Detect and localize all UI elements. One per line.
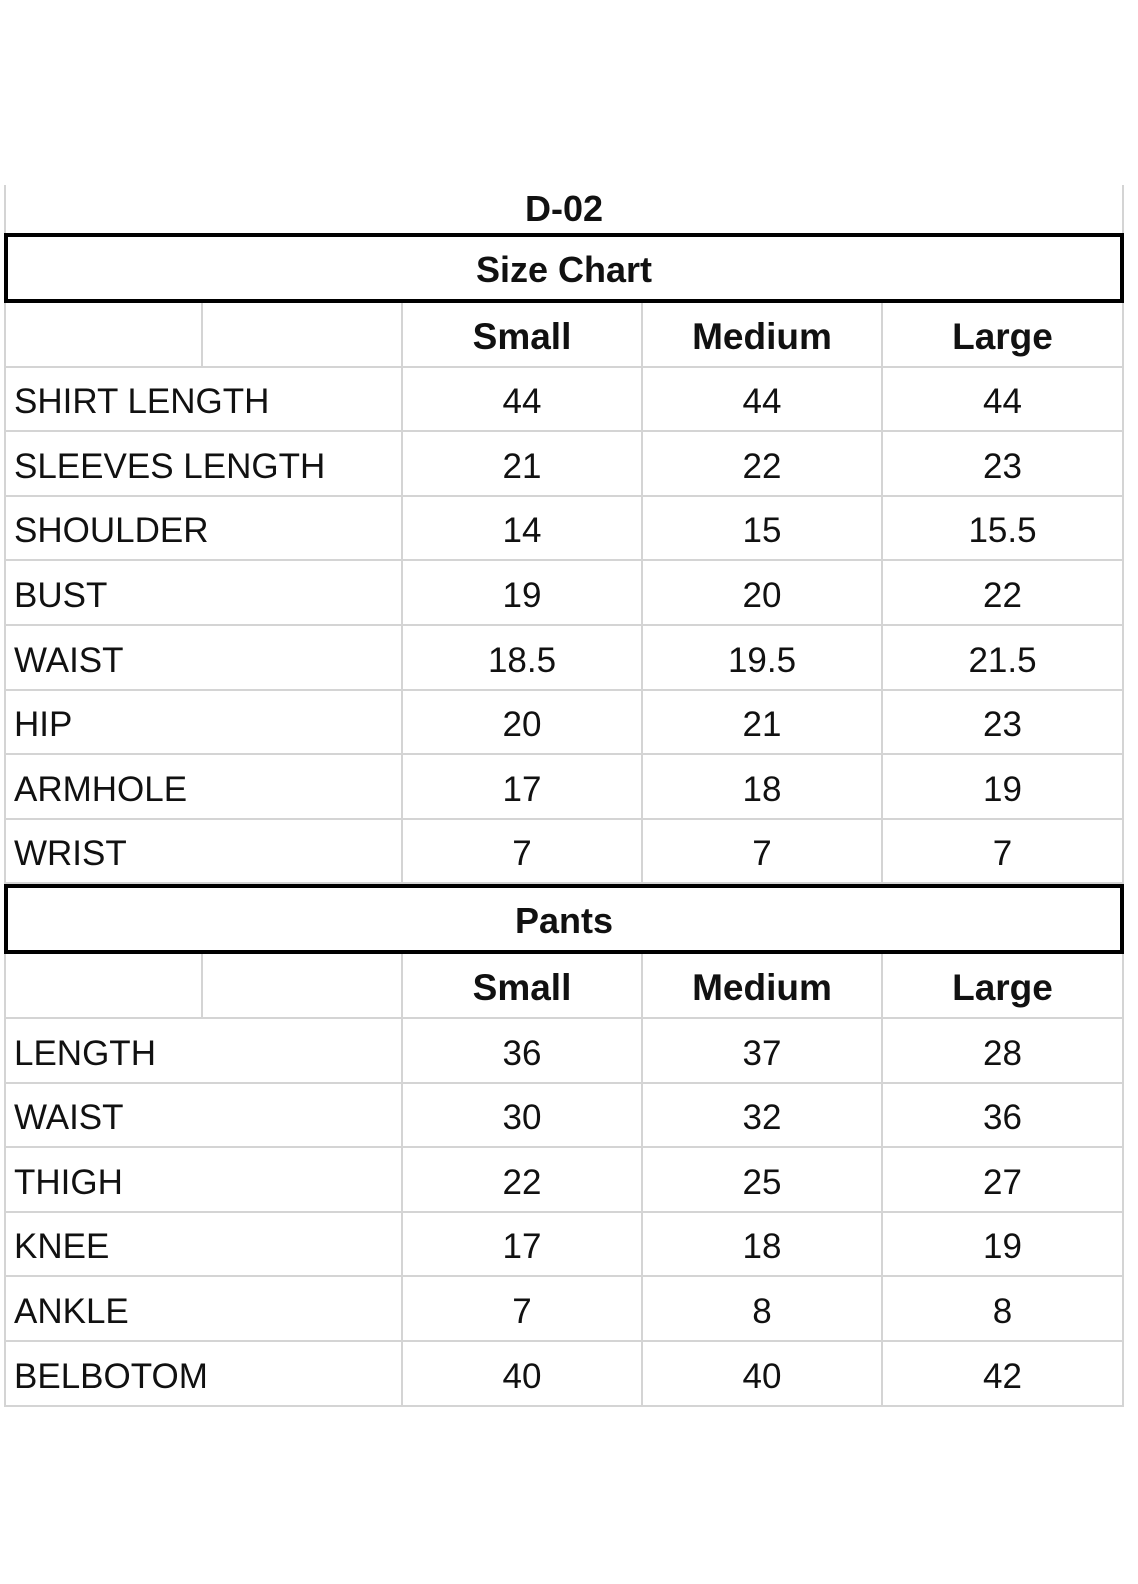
column-header: Large	[883, 303, 1124, 366]
measurement-value: 40	[643, 1341, 883, 1405]
table-row: ARMHOLE 17 18 19	[4, 755, 1124, 820]
section-heading: Pants	[4, 884, 1124, 955]
column-header: Medium	[643, 303, 883, 366]
measurement-value: 42	[883, 1341, 1124, 1405]
table-row: ANKLE 7 8 8	[4, 1277, 1124, 1342]
row-label: ARMHOLE	[4, 755, 403, 818]
measurement-value: 30	[403, 1083, 643, 1147]
table-row: HIP 20 21 23	[4, 690, 1124, 756]
measurement-value: 36	[403, 1018, 643, 1082]
measurement-value: 19	[883, 755, 1124, 818]
measurement-value: 7	[403, 1277, 643, 1340]
measurement-value: 28	[883, 1018, 1124, 1082]
measurement-value: 18	[643, 755, 883, 818]
table-row: BELBOTOM 40 40 42	[4, 1341, 1124, 1407]
measurement-value: 37	[643, 1018, 883, 1082]
measurement-value: 20	[643, 561, 883, 624]
measurement-value: 17	[403, 1212, 643, 1276]
blank-cell	[4, 954, 203, 1017]
measurement-value: 8	[883, 1277, 1124, 1340]
blank-cell	[203, 303, 403, 366]
row-label: SHIRT LENGTH	[4, 367, 403, 431]
table-row: LENGTH 36 37 28	[4, 1018, 1124, 1084]
row-label: WAIST	[4, 625, 403, 689]
measurement-value: 7	[883, 819, 1124, 883]
measurement-value: 44	[403, 367, 643, 431]
column-header: Small	[403, 954, 643, 1017]
row-label: HIP	[4, 690, 403, 754]
column-header: Small	[403, 303, 643, 366]
table-row: SHIRT LENGTH 44 44 44	[4, 367, 1124, 433]
row-label: THIGH	[4, 1148, 403, 1211]
measurement-value: 36	[883, 1083, 1124, 1147]
row-label: SLEEVES LENGTH	[4, 432, 403, 495]
table-row: SLEEVES LENGTH 21 22 23	[4, 432, 1124, 497]
row-label: BELBOTOM	[4, 1341, 403, 1405]
row-label: SHOULDER	[4, 496, 403, 560]
row-label: ANKLE	[4, 1277, 403, 1340]
measurement-value: 19	[883, 1212, 1124, 1276]
column-header-row: Small Medium Large	[4, 954, 1124, 1019]
size-chart-sheet: D-02 Size Chart Small Medium Large SHIRT LEN…	[4, 185, 1124, 1407]
table-row: WAIST 18.5 19.5 21.5	[4, 625, 1124, 691]
document-title: D-02	[4, 185, 1124, 233]
blank-cell	[203, 954, 403, 1017]
measurement-value: 44	[643, 367, 883, 431]
row-label: WAIST	[4, 1083, 403, 1147]
row-label: KNEE	[4, 1212, 403, 1276]
measurement-value: 22	[403, 1148, 643, 1211]
measurement-value: 18.5	[403, 625, 643, 689]
table-row: SHOULDER 14 15 15.5	[4, 496, 1124, 562]
measurement-value: 27	[883, 1148, 1124, 1211]
measurement-value: 7	[403, 819, 643, 883]
column-header-row: Small Medium Large	[4, 303, 1124, 368]
row-label: WRIST	[4, 819, 403, 883]
measurement-value: 23	[883, 432, 1124, 495]
blank-cell	[4, 303, 203, 366]
column-header: Large	[883, 954, 1124, 1017]
measurement-value: 18	[643, 1212, 883, 1276]
measurement-value: 40	[403, 1341, 643, 1405]
measurement-value: 21	[403, 432, 643, 495]
section-heading: Size Chart	[4, 233, 1124, 303]
measurement-value: 25	[643, 1148, 883, 1211]
measurement-value: 20	[403, 690, 643, 754]
table-row: WRIST 7 7 7	[4, 819, 1124, 885]
measurement-value: 15.5	[883, 496, 1124, 560]
measurement-value: 21	[643, 690, 883, 754]
measurement-value: 22	[643, 432, 883, 495]
measurement-value: 17	[403, 755, 643, 818]
measurement-value: 44	[883, 367, 1124, 431]
measurement-value: 23	[883, 690, 1124, 754]
measurement-value: 15	[643, 496, 883, 560]
column-header: Medium	[643, 954, 883, 1017]
row-label: LENGTH	[4, 1018, 403, 1082]
measurement-value: 8	[643, 1277, 883, 1340]
measurement-value: 21.5	[883, 625, 1124, 689]
measurement-value: 22	[883, 561, 1124, 624]
table-row: BUST 19 20 22	[4, 561, 1124, 626]
measurement-value: 14	[403, 496, 643, 560]
table-row: WAIST 30 32 36	[4, 1083, 1124, 1149]
measurement-value: 19	[403, 561, 643, 624]
measurement-value: 32	[643, 1083, 883, 1147]
row-label: BUST	[4, 561, 403, 624]
measurement-value: 19.5	[643, 625, 883, 689]
table-row: KNEE 17 18 19	[4, 1212, 1124, 1278]
table-row: THIGH 22 25 27	[4, 1148, 1124, 1213]
measurement-value: 7	[643, 819, 883, 883]
